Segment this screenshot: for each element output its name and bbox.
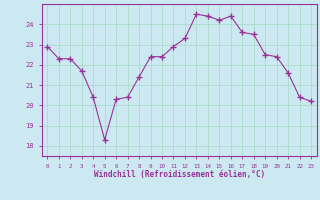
X-axis label: Windchill (Refroidissement éolien,°C): Windchill (Refroidissement éolien,°C) bbox=[94, 170, 265, 179]
